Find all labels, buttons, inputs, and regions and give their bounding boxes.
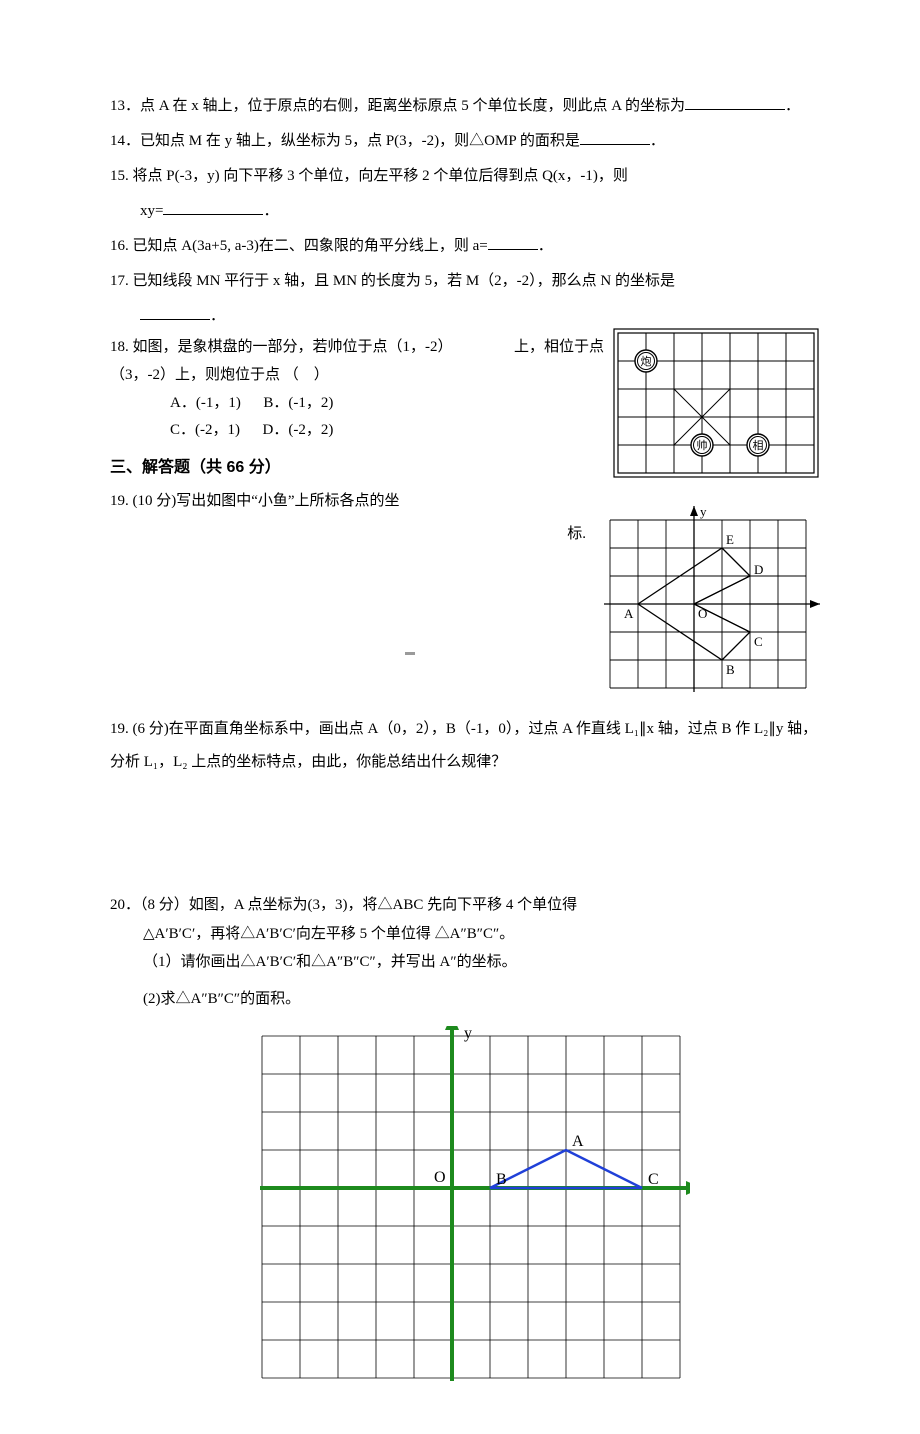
q15-line2: xy= ．: [110, 195, 830, 228]
svg-text:y: y: [700, 504, 707, 519]
spacer: [110, 781, 830, 891]
q19b-text: 19. (6 分)在平面直角坐标系中，画出点 A（0，2），B（-1，0），过点…: [110, 721, 817, 770]
q19a-text2: 标.: [567, 518, 586, 551]
svg-text:相: 相: [753, 439, 764, 452]
q18-optA: A．(-1，1): [170, 395, 241, 411]
q16-tail: ．: [538, 238, 553, 254]
q19a-text: 19. (10 分)写出如图中“小鱼”上所标各点的坐: [110, 493, 400, 509]
q15-text-b: xy=: [140, 203, 163, 219]
q13: 13．点 A 在 x 轴上，位于原点的右侧，距离坐标原点 5 个单位长度，则此点…: [110, 90, 830, 123]
q14-blank: [580, 144, 650, 145]
q17-text: 17. 已知线段 MN 平行于 x 轴，且 MN 的长度为 5，若 M（2，-2…: [110, 273, 675, 289]
svg-text:O: O: [434, 1169, 446, 1186]
svg-text:y: y: [464, 1026, 472, 1042]
worksheet-page: 13．点 A 在 x 轴上，位于原点的右侧，距离坐标原点 5 个单位长度，则此点…: [0, 0, 920, 1434]
q15-text-a: 15. 将点 P(-3，y) 向下平移 3 个单位，向左平移 2 个单位后得到点…: [110, 168, 628, 184]
q20-text-d: (2)求△A″B″C″的面积。: [143, 991, 300, 1007]
q14-text: 14．已知点 M 在 y 轴上，纵坐标为 5，点 P(3，-2)，则△OMP 的…: [110, 133, 580, 149]
q20-text-b: △A′B′C′，再将△A′B′C′向左平移 5 个单位得 △A″B″C″。: [110, 920, 514, 949]
q15-tail: ．: [263, 203, 278, 219]
fish-figure: xyAOEDCB: [590, 502, 820, 705]
q14: 14．已知点 M 在 y 轴上，纵坐标为 5，点 P(3，-2)，则△OMP 的…: [110, 125, 830, 158]
triangle-figure: ABCOyX: [110, 1026, 830, 1394]
page-marker: [405, 652, 415, 655]
svg-text:A: A: [572, 1133, 584, 1150]
q16-text: 16. 已知点 A(3a+5, a-3)在二、四象限的角平分线上，则 a=: [110, 238, 488, 254]
q20-text-a: 20．（8 分）如图，A 点坐标为(3，3)，将△ABC 先向下平移 4 个单位…: [110, 897, 577, 913]
q15: 15. 将点 P(-3，y) 向下平移 3 个单位，向左平移 2 个单位后得到点…: [110, 160, 830, 193]
q13-blank: [685, 109, 785, 110]
svg-text:帅: 帅: [697, 439, 708, 452]
q18-text-a2: 上，相位于点: [514, 335, 604, 361]
q19b: 19. (6 分)在平面直角坐标系中，画出点 A（0，2），B（-1，0），过点…: [110, 713, 830, 779]
q14-tail: ．: [650, 133, 665, 149]
svg-text:炮: 炮: [641, 355, 652, 368]
q13-tail: ．: [785, 98, 800, 114]
svg-text:E: E: [726, 532, 734, 547]
svg-text:O: O: [698, 606, 707, 621]
svg-text:C: C: [754, 634, 763, 649]
q17-blank: [140, 319, 210, 320]
q18-optB: B．(-1，2): [263, 395, 333, 411]
q20-text-c: （1）请你画出△A′B′C′和△A″B″C″，并写出 A″的坐标。: [110, 948, 517, 977]
q17-tail: ．: [210, 308, 225, 324]
svg-text:B: B: [726, 662, 735, 677]
svg-text:C: C: [648, 1171, 659, 1188]
q16: 16. 已知点 A(3a+5, a-3)在二、四象限的角平分线上，则 a= ．: [110, 230, 830, 263]
q17: 17. 已知线段 MN 平行于 x 轴，且 MN 的长度为 5，若 M（2，-2…: [110, 265, 830, 298]
q18-text-a: 18. 如图，是象棋盘的一部分，若帅位于点（1，-2）: [110, 339, 453, 355]
chess-figure: 炮帅 相: [610, 325, 820, 498]
q16-blank: [488, 249, 538, 250]
q13-text: 13．点 A 在 x 轴上，位于原点的右侧，距离坐标原点 5 个单位长度，则此点…: [110, 98, 685, 114]
q20-part2: (2)求△A″B″C″的面积。: [110, 983, 830, 1016]
svg-text:D: D: [754, 562, 763, 577]
q18-optD: D．(-2，2): [263, 422, 334, 438]
svg-text:B: B: [496, 1171, 507, 1188]
q20: 20．（8 分）如图，A 点坐标为(3，3)，将△ABC 先向下平移 4 个单位…: [110, 891, 830, 977]
q18-text-b: （3，-2）上，则炮位于点 （ ）: [110, 367, 329, 383]
q15-blank: [163, 214, 263, 215]
svg-text:A: A: [624, 606, 634, 621]
q18-optC: C．(-2，1): [170, 422, 240, 438]
